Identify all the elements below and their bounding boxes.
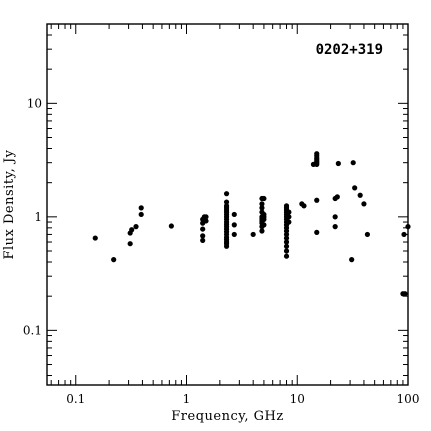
data-point [283, 239, 290, 245]
data-point [314, 151, 320, 157]
data-point [335, 160, 341, 167]
data-point [200, 237, 206, 244]
plot-frame [46, 23, 409, 386]
data-point [349, 257, 355, 263]
data-point [231, 231, 237, 238]
data-points [92, 151, 411, 297]
data-point [133, 224, 139, 230]
y-tick-label: 1 [34, 210, 42, 224]
x-axis-label: Frequency, GHz [171, 409, 283, 424]
data-point [261, 222, 267, 228]
x-tick-label: 1 [183, 392, 191, 406]
data-point [332, 224, 338, 230]
axis-tick-labels: 0.1 1 10 100 0.1 1 10 [23, 96, 420, 406]
data-point [223, 199, 230, 205]
data-point [261, 195, 267, 202]
data-point [261, 211, 267, 218]
y-axis-label: Flux Density, Jy [2, 149, 17, 259]
data-point [223, 203, 230, 209]
data-point [203, 214, 209, 220]
data-point [283, 243, 290, 249]
data-point [361, 201, 367, 207]
y-tick-label: 10 [27, 96, 42, 110]
data-point [92, 235, 98, 241]
data-point [405, 224, 411, 230]
data-point [402, 291, 408, 297]
data-point [200, 226, 206, 232]
data-point [283, 203, 290, 209]
data-point [286, 209, 292, 215]
chart-title: 0202+319 [316, 42, 383, 58]
data-point [250, 231, 256, 238]
data-point [283, 235, 290, 241]
axis-ticks [47, 23, 409, 385]
data-point [129, 227, 135, 233]
data-point [259, 201, 265, 207]
data-point [259, 205, 265, 211]
data-point [259, 228, 265, 234]
data-point [286, 214, 292, 220]
x-tick-label: 10 [290, 392, 305, 406]
data-point [350, 160, 356, 166]
data-point [283, 248, 290, 254]
data-point [357, 192, 363, 198]
data-point [314, 197, 320, 203]
data-point [332, 214, 338, 220]
data-point [138, 211, 144, 218]
data-point [200, 233, 206, 239]
data-point [334, 194, 340, 200]
data-point [314, 229, 320, 235]
data-point [352, 185, 358, 191]
x-tick-label: 100 [397, 392, 420, 406]
data-point [138, 205, 144, 211]
data-point [364, 231, 371, 238]
data-point [286, 219, 292, 225]
x-tick-label: 0.1 [66, 392, 85, 406]
data-point [203, 218, 209, 224]
y-tick-label: 0.1 [23, 323, 42, 337]
data-point [283, 253, 290, 259]
data-point [231, 211, 237, 218]
data-point [111, 257, 117, 263]
data-point [301, 203, 307, 209]
data-point [168, 223, 174, 229]
data-point [223, 191, 230, 197]
data-point [401, 231, 407, 238]
data-point [127, 241, 133, 247]
data-point [231, 222, 237, 228]
